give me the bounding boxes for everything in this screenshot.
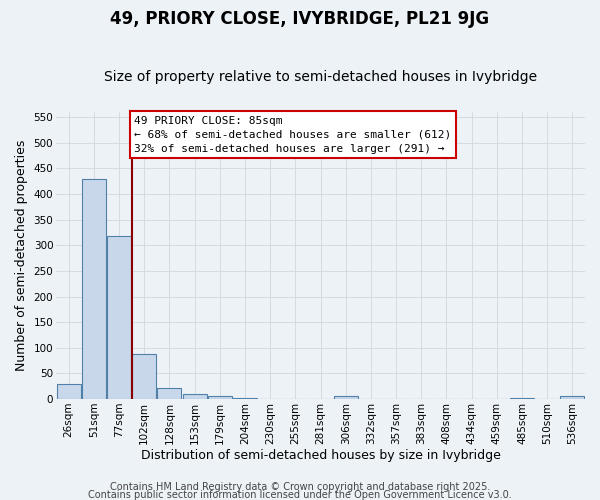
- Text: 49 PRIORY CLOSE: 85sqm
← 68% of semi-detached houses are smaller (612)
32% of se: 49 PRIORY CLOSE: 85sqm ← 68% of semi-det…: [134, 116, 451, 154]
- Text: Contains HM Land Registry data © Crown copyright and database right 2025.: Contains HM Land Registry data © Crown c…: [110, 482, 490, 492]
- Bar: [560, 396, 584, 399]
- Bar: [132, 354, 156, 399]
- Text: Contains public sector information licensed under the Open Government Licence v3: Contains public sector information licen…: [88, 490, 512, 500]
- Bar: [208, 396, 232, 399]
- Bar: [334, 396, 358, 399]
- Bar: [82, 178, 106, 399]
- Bar: [157, 388, 181, 399]
- Bar: [510, 398, 534, 399]
- Bar: [182, 394, 206, 399]
- Text: 49, PRIORY CLOSE, IVYBRIDGE, PL21 9JG: 49, PRIORY CLOSE, IVYBRIDGE, PL21 9JG: [110, 10, 490, 28]
- Title: Size of property relative to semi-detached houses in Ivybridge: Size of property relative to semi-detach…: [104, 70, 537, 85]
- X-axis label: Distribution of semi-detached houses by size in Ivybridge: Distribution of semi-detached houses by …: [140, 450, 500, 462]
- Bar: [107, 236, 131, 399]
- Bar: [233, 398, 257, 399]
- Bar: [57, 384, 80, 399]
- Y-axis label: Number of semi-detached properties: Number of semi-detached properties: [15, 140, 28, 371]
